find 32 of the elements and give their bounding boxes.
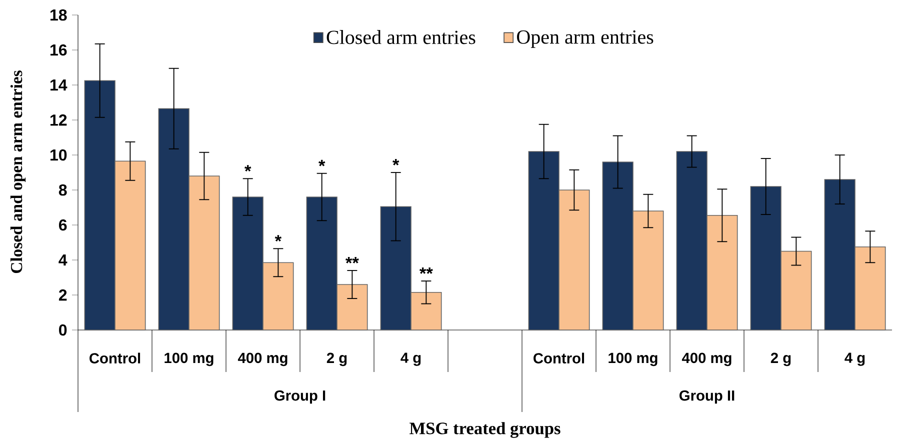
y-tick-label: 2 [58, 289, 67, 301]
annotation: * [318, 160, 326, 166]
annotation: * [392, 158, 400, 166]
x-tick-label: 400 mg [682, 352, 732, 366]
annotation: ** [345, 256, 359, 264]
x-tick-label: 2 g [770, 352, 791, 366]
annotation: * [244, 165, 252, 172]
y-tick-label: 0 [59, 324, 67, 336]
y-tick-label: 12 [50, 114, 67, 126]
y-axis-title: Closed and open arm entries [10, 70, 26, 274]
x-axis-title: MSG treated groups [410, 422, 560, 438]
y-tick-label: 16 [50, 44, 67, 56]
x-tick-label: 100 mg [164, 352, 214, 366]
x-tick-label: Control [534, 352, 584, 364]
y-tick-label: 8 [58, 184, 67, 196]
y-tick-label: 18 [50, 9, 67, 21]
y-tick-label: 10 [50, 149, 67, 161]
legend-label: Open arm entries [517, 30, 654, 48]
x-tick-label: 100 mg [608, 352, 658, 366]
x-tick-label: 4 g [844, 352, 865, 366]
x-tick-label: 2 g [326, 352, 347, 366]
annotation: ** [419, 267, 433, 274]
x-tick-label: Control [90, 352, 140, 364]
annotation: * [274, 235, 282, 242]
legend-label: Closed arm entries [326, 30, 476, 44]
x-tick-label: 400 mg [238, 352, 288, 366]
text: Group I [274, 390, 326, 404]
y-tick-label: 4 [58, 254, 68, 266]
text: Group II [680, 390, 734, 404]
y-tick-label: 14 [50, 80, 68, 91]
x-tick-label: 4 g [400, 352, 421, 366]
y-tick-label: 6 [58, 219, 67, 231]
